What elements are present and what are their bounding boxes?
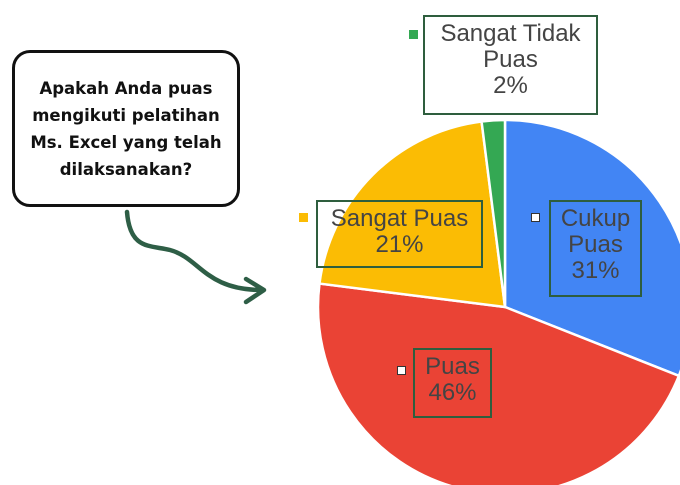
speech-bubble: Apakah Anda puas mengikuti pelatihan Ms.…	[12, 50, 240, 207]
legend-marker	[531, 213, 540, 222]
value-label: 46%	[428, 379, 477, 406]
legend-marker	[299, 213, 308, 222]
slice-label: Sangat Tidak Puas 2%	[423, 15, 598, 115]
pie-slice	[316, 282, 680, 485]
arrow-head	[243, 276, 267, 305]
category-name: Puas	[425, 353, 480, 380]
legend-marker	[397, 366, 406, 375]
pie-slice	[480, 118, 507, 308]
legend-marker	[409, 30, 418, 39]
value-label: 2%	[493, 72, 528, 99]
pie-slice	[318, 120, 507, 309]
slice-label: Cukup Puas 31%	[549, 200, 642, 297]
pie-slice	[503, 118, 680, 378]
slice-label: Puas 46%	[413, 348, 492, 418]
value-label: 21%	[375, 231, 424, 258]
category-name: Cukup Puas	[560, 205, 631, 258]
category-name: Sangat Puas	[330, 205, 469, 232]
arrow	[124, 209, 265, 293]
slice-label: Sangat Puas 21%	[316, 200, 483, 268]
category-name: Sangat Tidak Puas	[440, 20, 581, 73]
value-label: 31%	[571, 257, 620, 284]
question: Apakah Anda puas mengikuti pelatihan Ms.…	[30, 78, 222, 179]
